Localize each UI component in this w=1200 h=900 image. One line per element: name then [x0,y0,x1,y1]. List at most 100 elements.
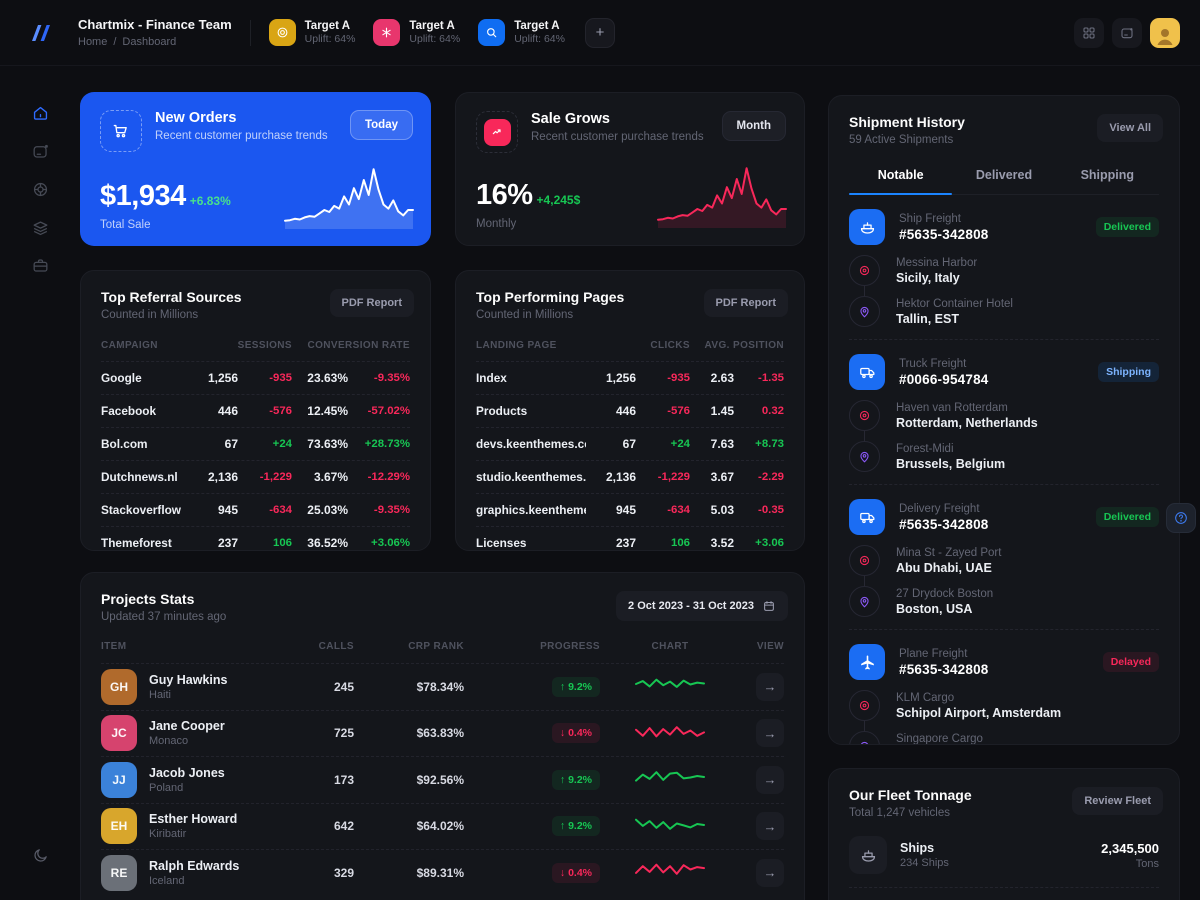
conversion-delta: -12.29% [367,471,410,483]
shipment-header: Truck Freight #0066-954784 Shipping [849,354,1159,390]
view-project-button[interactable]: → [756,719,784,748]
crp-rank-value: $89.31% [416,865,464,880]
notifications-button[interactable] [1112,17,1142,48]
landing-page-name: devs.keenthemes.com [476,437,586,451]
target-chip[interactable]: Target A Uplift: 64% [373,19,460,46]
shipment-history-card: Shipment History 59 Active Shipments Vie… [828,95,1180,745]
add-target-button[interactable]: + [584,17,615,48]
fleet-tonnage-value: 2,345,500 [1101,840,1159,856]
shipment-item: Ship Freight #5635-342808 Delivered Messina… [849,195,1159,339]
sidebar-item-home[interactable] [21,94,59,132]
help-button[interactable] [1166,503,1196,533]
new-orders-card: New Orders Recent customer purchase tren… [80,92,431,246]
shipment-type: Ship Freight [899,212,962,225]
calls-value: 173 [333,772,354,787]
apps-grid-button[interactable] [1074,17,1104,48]
sessions-value: 67 [224,437,238,451]
period-month-button[interactable]: Month [721,111,786,141]
project-sparkline [634,856,706,889]
project-row: GH Guy Hawkins Haiti 245 $78.34% ↑ 9.2% → [101,663,784,710]
date-range-picker[interactable]: 2 Oct 2023 - 31 Oct 2023 [616,591,788,621]
brand-logo-icon[interactable] [26,18,56,48]
breadcrumb-dashboard[interactable]: Dashboard [122,36,177,48]
view-all-button[interactable]: View All [1097,114,1163,142]
clicks-delta: +24 [670,438,690,450]
view-project-button[interactable]: → [756,812,784,841]
sidebar-item-layers[interactable] [21,208,59,246]
project-sparkline [634,670,706,703]
project-row: RE Ralph Edwards Iceland 329 $89.31% ↓ 0.4% → [101,849,784,896]
conversion-rate: 3.67% [313,470,348,484]
project-sparkline [634,763,706,796]
dark-mode-toggle[interactable] [21,836,59,874]
referral-rows: Google 1,256 -935 23.63% -9.35% Facebook 446 -5… [101,361,410,559]
avatar: JC [101,715,137,752]
shipment-header: Plane Freight #5635-342808 Delayed [849,644,1159,680]
period-today-button[interactable]: Today [349,110,413,140]
total-sale-caption: Total Sale [100,219,151,231]
view-project-button[interactable]: → [756,672,784,701]
progress-value: 9.2% [568,820,592,833]
sidebar-item-element[interactable] [21,132,59,170]
crp-rank-value: $64.02% [416,819,464,834]
sessions-value: 2,136 [207,470,238,484]
clicks-delta: -1,229 [657,471,690,483]
stop-place: Brussels, Belgium [896,456,1006,471]
shipment-id: #5635-342808 [899,661,989,677]
calendar-icon [762,599,776,613]
sessions-delta: -935 [269,372,292,384]
sidebar-item-briefcase[interactable] [21,246,59,284]
stop-name: 27 Drydock Boston [896,587,994,600]
badge-icon [275,25,290,40]
status-badge: Delivered [1095,217,1159,237]
shipment-route: KLM Cargo Schipol Airport, Amsterdam Singa… [849,690,1159,744]
breadcrumb-home[interactable]: Home [78,36,108,48]
header: Chartmix - Finance Team Home / Dashboard… [0,0,1200,66]
fleet-type-count: 234 Ships [900,857,949,869]
briefcase-icon [31,256,50,275]
view-project-button[interactable]: → [756,765,784,794]
campaign-name: Dutchnews.nl [101,470,178,484]
conversion-delta: -9.35% [373,372,410,384]
tab-delivered[interactable]: Delivered [975,168,1033,182]
project-member-country: Poland [149,781,184,794]
avg-position: 1.45 [710,404,734,418]
shipment-id: #0066-954784 [899,371,989,387]
fleet-tonnage-card: Our Fleet Tonnage Total 1,247 vehicles R… [828,768,1180,900]
view-project-button[interactable]: → [756,858,784,887]
arrow-down-icon: ↓ [559,866,566,879]
sessions-delta: +24 [272,438,292,450]
landing-page-name: studio.keenthemes.com [476,470,586,484]
tab-shipping[interactable]: Shipping [1080,168,1135,182]
target-icon [857,263,872,278]
clicks-delta: -634 [667,504,690,516]
header-divider [249,19,251,46]
avatar: JJ [101,761,137,798]
sale-grows-card: Sale Grows Recent customer purchase tren… [455,92,805,246]
crp-rank-value: $63.83% [416,726,464,741]
origin-marker [849,690,880,721]
tab-notable[interactable]: Notable [849,160,953,195]
user-icon [1153,24,1177,48]
project-item: EH Esther Howard Kiribatir [101,808,282,845]
referral-row: Facebook 446 -576 12.45% -57.02% [101,394,410,427]
target-chip[interactable]: Target A Uplift: 64% [478,19,565,46]
orders-sparkline [283,159,415,231]
fleet-type-name: Ships [900,841,935,855]
stop-name: Hektor Container Hotel [896,297,1013,310]
column-conversion-rate: CONVERSION RATE [307,339,410,351]
total-sale-delta: +6.83% [189,194,231,208]
project-member-name: Jane Cooper [149,719,225,734]
grid-icon [1081,25,1097,41]
brand-title: Chartmix - Finance Team [78,17,232,32]
page-row: Licenses 237 106 3.52 +3.06 [476,526,784,559]
pdf-report-button[interactable]: PDF Report [703,289,788,317]
user-avatar[interactable] [1150,17,1180,48]
avg-position: 3.52 [710,536,734,550]
map-pin-icon [857,304,872,319]
target-chip[interactable]: Target A Uplift: 64% [268,19,355,46]
pdf-report-button[interactable]: PDF Report [329,289,414,317]
review-fleet-button[interactable]: Review Fleet [1072,787,1163,815]
position-delta: -2.29 [758,471,784,483]
sidebar-item-support[interactable] [21,170,59,208]
